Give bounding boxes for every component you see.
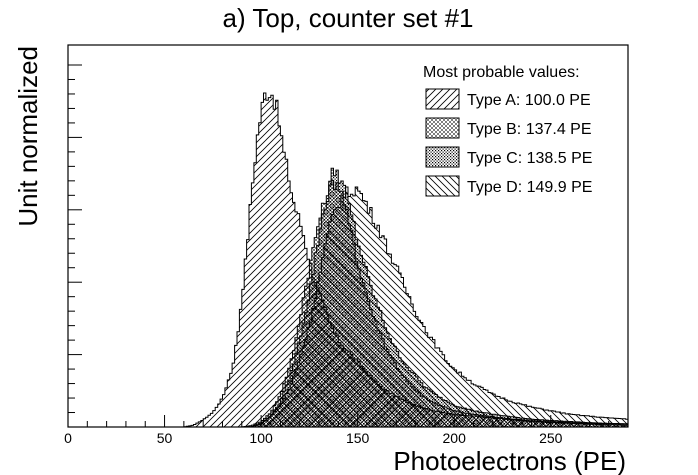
x-tick-label: 200: [443, 430, 467, 446]
legend-title: Most probable values:: [423, 64, 580, 81]
legend-swatch-a: [425, 88, 460, 110]
plot-frame: [67, 44, 629, 428]
x-tick-label: 0: [64, 430, 72, 446]
legend-entry-d: Type D: 149.9 PE: [467, 179, 592, 196]
ticks-layer: 0 50 100 150 200 250: [64, 64, 629, 446]
legend-entry-b: Type B: 137.4 PE: [467, 121, 592, 138]
x-axis-label: Photoelectrons (PE): [393, 446, 626, 475]
series-d-histogram: [68, 186, 629, 428]
legend-swatch-d: [425, 175, 460, 197]
legend-swatch-c: [425, 146, 460, 168]
chart-title: a) Top, counter set #1: [222, 3, 473, 33]
x-tick-label: 50: [157, 430, 173, 446]
y-axis-label: Unit normalized: [13, 46, 43, 227]
legend-swatch-b: [425, 117, 460, 139]
series-layer: [68, 92, 629, 428]
legend: Most probable values: Type A: 100.0 PE Ty…: [423, 64, 592, 197]
legend-entry-a: Type A: 100.0 PE: [467, 92, 591, 109]
legend-entry-c: Type C: 138.5 PE: [467, 150, 592, 167]
x-tick-label: 150: [346, 430, 370, 446]
x-tick-label: 250: [539, 430, 563, 446]
x-tick-label: 100: [249, 430, 273, 446]
